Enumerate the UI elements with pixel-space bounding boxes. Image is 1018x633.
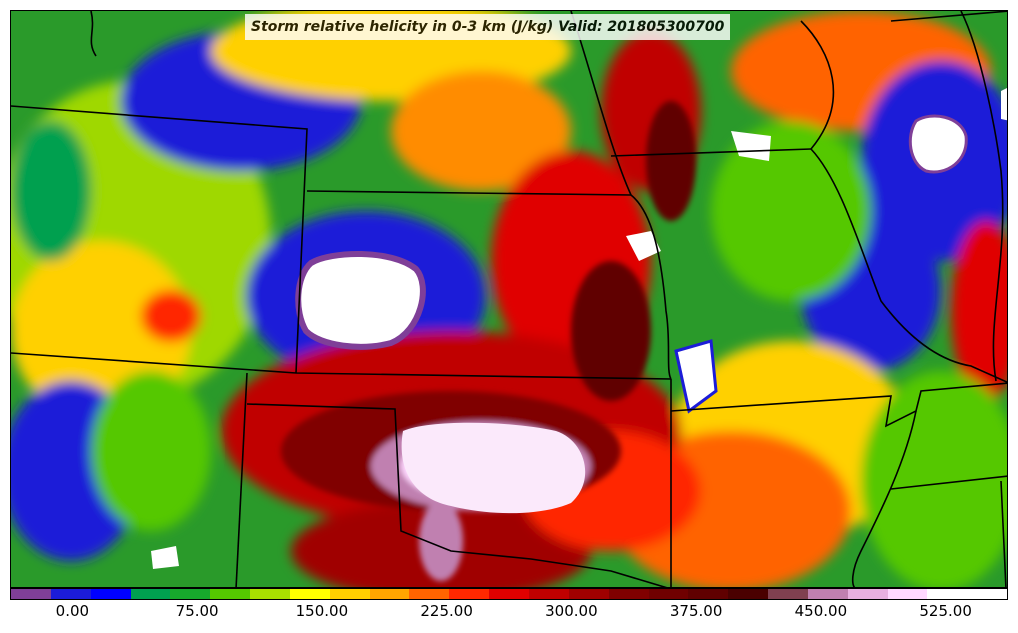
- colorbar-segment: [289, 589, 330, 599]
- colorbar-tick-label: 375.00: [669, 602, 723, 620]
- kansas-max-area: [295, 250, 426, 350]
- helicity-map: [10, 10, 1008, 588]
- sw-max-area: [151, 546, 179, 569]
- ne-max-area: [908, 114, 968, 174]
- colorbar-segment: [887, 589, 928, 599]
- colorbar-tick-label: 525.00: [919, 602, 972, 620]
- colorbar-tick-label: 75.00: [175, 602, 219, 620]
- colorbar-segment: [50, 589, 91, 599]
- colorbar-tick-label: 150.00: [295, 602, 349, 620]
- colorbar-segment: [449, 589, 490, 599]
- colorbar-segment: [210, 589, 251, 599]
- colorbar-segment: [728, 589, 769, 599]
- colorbar-segment: [250, 589, 290, 599]
- colorbar-segment: [648, 589, 689, 599]
- ks-east-max-area: [626, 231, 661, 261]
- colorbar-segment: [369, 589, 410, 599]
- colorbar-segment: [170, 589, 211, 599]
- mo-west-max-area: [674, 339, 718, 414]
- colorbar-segment: [847, 589, 888, 599]
- colorbar-segment: [568, 589, 609, 599]
- state-borders: [11, 11, 1007, 587]
- colorbar-segment: [688, 589, 729, 599]
- colorbar-segment: [329, 589, 370, 599]
- map-title: Storm relative helicity in 0-3 km (J/kg)…: [245, 14, 731, 40]
- colorbar-segment: [11, 589, 51, 599]
- map-canvas: [11, 11, 1007, 587]
- oklahoma-max-area: [401, 422, 586, 514]
- colorbar-segment: [409, 589, 450, 599]
- colorbar-segment: [130, 589, 171, 599]
- colorbar-segment: [489, 589, 529, 599]
- colorbar-segment: [967, 589, 1008, 599]
- colorbar-segment: [528, 589, 569, 599]
- east-edge-max: [1001, 88, 1007, 121]
- colorbar-tick-label: 300.00: [545, 602, 598, 620]
- colorbar-segment: [608, 589, 649, 599]
- colorbar-segment: [807, 589, 848, 599]
- colorbar: [10, 588, 1008, 600]
- colorbar-segment: [90, 589, 131, 599]
- colorbar-tick-label: 450.00: [794, 602, 848, 620]
- colorbar-segment: [927, 589, 968, 599]
- colorbar-tick-label: 225.00: [420, 602, 473, 620]
- colorbar-labels: 0.00 75.00 150.00 225.00 300.00 375.00 450.00 5…: [10, 602, 1008, 626]
- colorbar-tick-label: 0.00: [55, 602, 90, 620]
- ia-max-area: [731, 131, 771, 161]
- colorbar-segment: [768, 589, 808, 599]
